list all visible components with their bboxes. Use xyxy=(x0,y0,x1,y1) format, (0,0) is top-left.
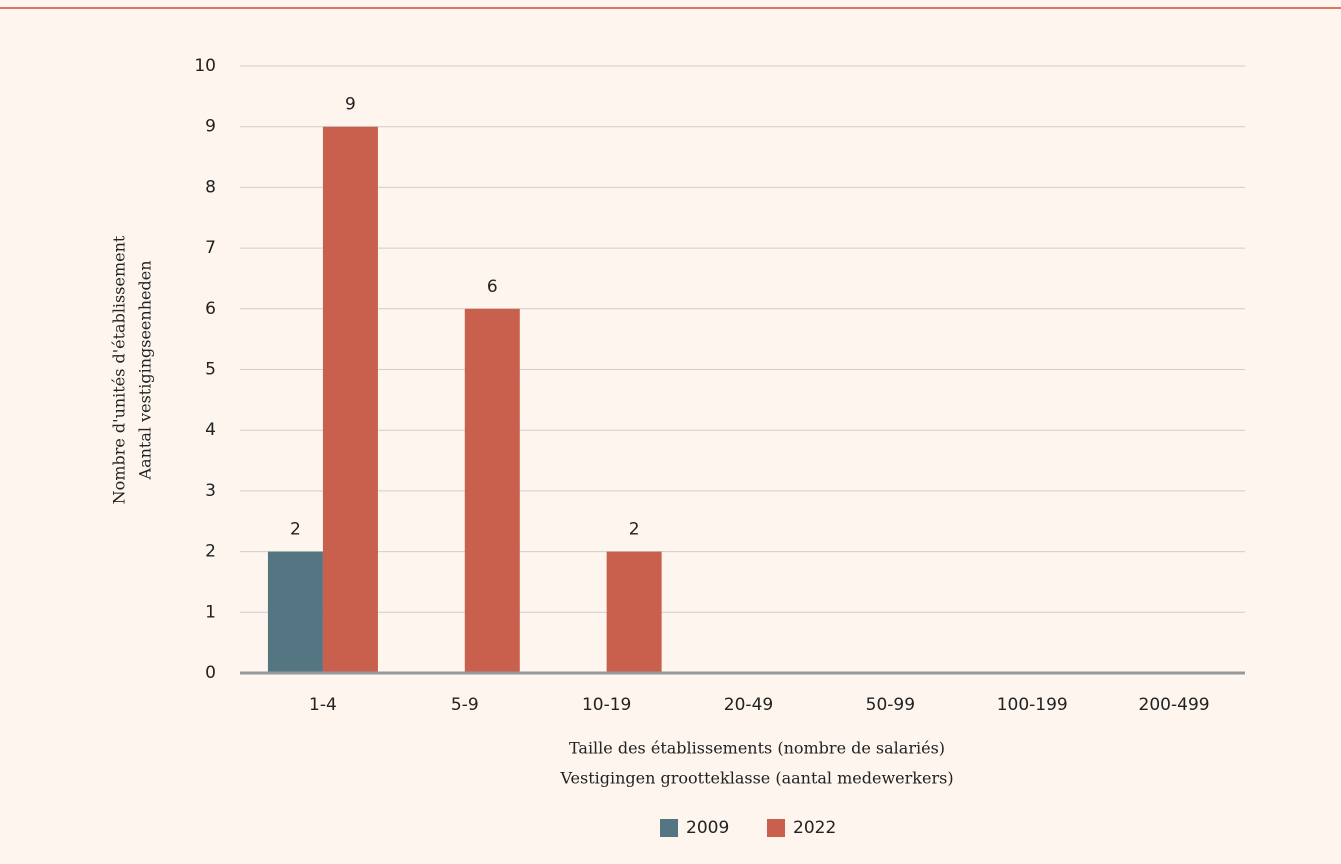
x-tick-label: 1-4 xyxy=(309,695,337,715)
y-tick-label: 8 xyxy=(205,177,216,197)
y-tick-label: 5 xyxy=(205,360,216,380)
bar xyxy=(606,551,662,673)
x-tick-label: 10-19 xyxy=(582,695,631,715)
y-axis-title: Nombre d'unités d'établissement xyxy=(110,235,129,504)
y-tick-label: 7 xyxy=(205,238,216,258)
bar xyxy=(322,126,378,673)
y-tick-label: 3 xyxy=(205,481,216,501)
x-tick-label: 100-199 xyxy=(997,695,1068,715)
x-axis-title: Taille des établissements (nombre de sal… xyxy=(569,739,945,758)
y-tick-label: 1 xyxy=(205,602,216,622)
data-label: 9 xyxy=(345,95,356,115)
x-axis-title: Vestigingen grootteklasse (aantal medewe… xyxy=(559,769,953,788)
y-tick-label: 2 xyxy=(205,542,216,562)
legend-label: 2009 xyxy=(686,818,729,838)
bar xyxy=(464,308,520,673)
y-tick-label: 0 xyxy=(205,663,216,683)
y-tick-label: 9 xyxy=(205,117,216,137)
data-label: 2 xyxy=(629,520,640,540)
data-label: 6 xyxy=(487,277,498,297)
x-tick-label: 50-99 xyxy=(866,695,915,715)
y-tick-label: 4 xyxy=(205,420,216,440)
legend-swatch xyxy=(767,819,785,837)
y-axis-title: Aantal vestigingseenheden xyxy=(136,261,155,481)
data-label: 2 xyxy=(290,520,301,540)
y-tick-label: 10 xyxy=(194,56,216,76)
legend-label: 2022 xyxy=(793,818,836,838)
x-tick-label: 200-499 xyxy=(1139,695,1210,715)
y-tick-label: 6 xyxy=(205,299,216,319)
x-tick-label: 20-49 xyxy=(724,695,773,715)
bar xyxy=(267,551,323,673)
x-tick-label: 5-9 xyxy=(451,695,479,715)
legend-swatch xyxy=(660,819,678,837)
